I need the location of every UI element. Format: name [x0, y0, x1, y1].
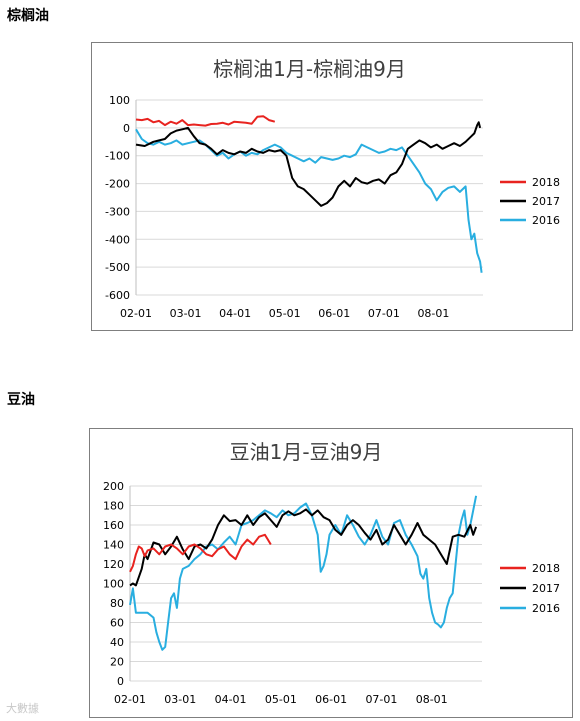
x-tick-label: 05-01	[265, 693, 297, 706]
y-tick-label: 200	[103, 480, 124, 493]
y-tick-label: 180	[103, 500, 124, 513]
chart-panel-soybean-oil: 豆油1月-豆油9月 200 180 160 140 120 100 80 60 40 20 0 02-0…	[89, 428, 573, 718]
y-tick-label: -600	[105, 289, 130, 302]
y-tick-label: 0	[123, 122, 130, 135]
y-tick-label: 100	[103, 578, 124, 591]
legend-label: 2017	[532, 195, 560, 208]
y-tick-label: -200	[105, 178, 130, 191]
legend-label: 2016	[532, 214, 560, 227]
series-line-2017	[135, 121, 482, 207]
x-tick-label: 04-01	[215, 693, 247, 706]
x-tick-label: 08-01	[417, 307, 449, 320]
y-tick-label: -300	[105, 205, 130, 218]
legend-label: 2016	[532, 602, 560, 615]
series-line-2017	[129, 508, 478, 587]
y-tick-label: 100	[109, 94, 130, 107]
x-tick-label: 06-01	[318, 307, 350, 320]
x-tick-label: 03-01	[164, 693, 196, 706]
y-tick-label: 140	[103, 539, 124, 552]
y-tick-label: -400	[105, 233, 130, 246]
series-line-2016	[135, 128, 483, 273]
legend-label: 2018	[532, 176, 560, 189]
legend-label: 2018	[532, 562, 560, 575]
series-line-2018	[135, 115, 276, 127]
x-tick-label: 06-01	[315, 693, 347, 706]
y-tick-label: 60	[110, 617, 124, 630]
soybean-oil-spread-chart: 豆油1月-豆油9月20018016014012010080604020002-0…	[103, 440, 560, 706]
y-tick-label: -500	[105, 261, 130, 274]
x-tick-label: 02-01	[120, 307, 152, 320]
x-tick-label: 08-01	[416, 693, 448, 706]
section-heading-soybean-oil: 豆油	[7, 392, 35, 408]
x-tick-label: 03-01	[170, 307, 202, 320]
y-tick-label: 40	[110, 636, 124, 649]
watermark-text: 大數據	[6, 702, 39, 715]
chart-title: 棕榈油1月-棕榈油9月	[213, 57, 406, 81]
y-tick-label: 160	[103, 519, 124, 532]
y-tick-label: 120	[103, 558, 124, 571]
chart-panel-palm-oil: 棕榈油1月-棕榈油9月 100 0 -100 -200 -300 -400 -500 -600 0…	[91, 42, 573, 331]
x-tick-label: 07-01	[368, 307, 400, 320]
y-tick-label: 0	[117, 675, 124, 688]
x-tick-label: 04-01	[219, 307, 251, 320]
x-tick-label: 07-01	[365, 693, 397, 706]
y-tick-label: -100	[105, 150, 130, 163]
y-tick-label: 80	[110, 597, 124, 610]
legend-label: 2017	[532, 582, 560, 595]
palm-oil-spread-chart: 棕榈油1月-棕榈油9月 100 0 -100 -200 -300 -400 -500 -600 0…	[105, 57, 560, 320]
section-heading-palm-oil: 棕榈油	[7, 8, 49, 24]
series-line-2018	[129, 533, 272, 573]
x-tick-label: 02-01	[114, 693, 146, 706]
y-tick-label: 20	[110, 656, 124, 669]
x-tick-label: 05-01	[269, 307, 301, 320]
chart-title: 豆油1月-豆油9月	[230, 440, 383, 464]
series-line-2016	[129, 495, 478, 651]
